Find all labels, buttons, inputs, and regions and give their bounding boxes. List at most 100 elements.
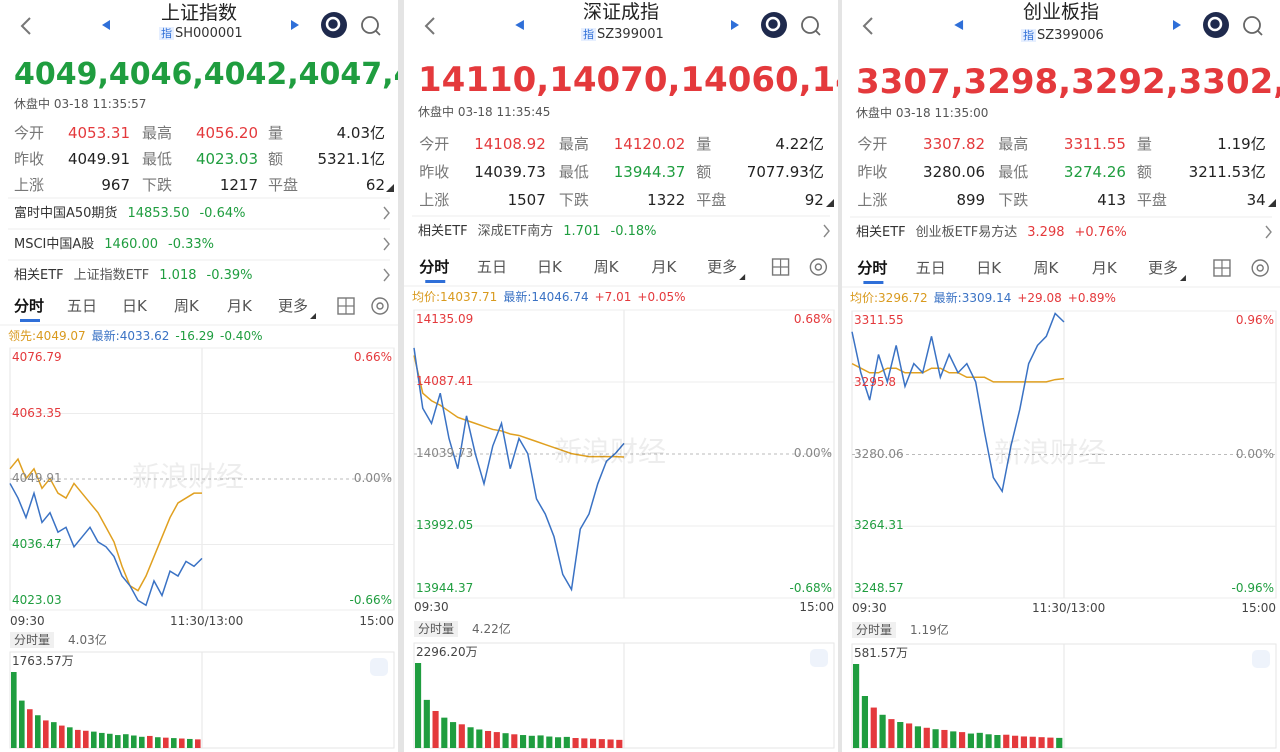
volume-bar — [195, 739, 201, 748]
chart-tab[interactable]: 日K — [537, 258, 562, 276]
settings-icon[interactable] — [1251, 259, 1269, 277]
volume-selector[interactable]: 分时量 — [852, 622, 897, 638]
stat-value: 34 — [1246, 191, 1266, 209]
chart-tab[interactable]: 日K — [976, 259, 1002, 277]
settings-icon[interactable] — [809, 258, 828, 276]
volume-bar — [528, 735, 535, 748]
last-price: 14110,14070,14060,14080,14050,14030,1406… — [418, 60, 838, 100]
chart-tab[interactable]: 周K — [593, 258, 619, 276]
back-button[interactable] — [862, 17, 873, 35]
etf-row[interactable]: 相关ETF 深成ETF南方 1.701 -0.18% — [418, 225, 657, 238]
etf-row[interactable]: 富时中国A50期货 14853.50 -0.64% — [14, 207, 245, 220]
etf-row[interactable]: 相关ETF 创业板ETF易方达 3.298 +0.76% — [856, 226, 1127, 239]
stat-value: 899 — [956, 191, 986, 209]
chart-tab[interactable]: 五日 — [915, 259, 946, 277]
index-code: SH000001 — [175, 26, 243, 41]
volume-bar — [476, 729, 483, 748]
chart-tab[interactable]: 周K — [1033, 259, 1059, 277]
prev-arrow[interactable] — [515, 20, 524, 30]
row-arrow[interactable] — [823, 224, 830, 238]
row-arrow[interactable] — [383, 237, 390, 251]
search-icon[interactable] — [1243, 16, 1261, 34]
next-arrow[interactable] — [1173, 20, 1181, 30]
volume-bar — [607, 739, 614, 748]
legend-last: 最新:14046.74 — [503, 290, 589, 304]
volume-bar — [581, 738, 588, 748]
stat-value: 14039.73 — [474, 163, 546, 181]
etf-row[interactable]: 相关ETF 上证指数ETF 1.018 -0.39% — [14, 269, 253, 282]
chart-tab[interactable]: 月K — [227, 297, 252, 315]
chart-legend: 均价:3296.72 最新:3309.14 +29.08 +0.89% — [850, 292, 1116, 304]
code-badge: 指 — [581, 28, 596, 41]
volume-bar — [853, 664, 860, 748]
tab-underline — [425, 280, 446, 283]
index-title: 上证指数 — [160, 2, 237, 24]
stat-label: 平盘 — [1136, 191, 1167, 209]
chart-tab[interactable]: 更多 — [278, 297, 309, 315]
chart-tab[interactable]: 分时 — [419, 258, 450, 276]
x-tick-label: 09:30 — [852, 601, 887, 615]
etf-row[interactable]: MSCI中国A股 1460.00 -0.33% — [14, 238, 214, 251]
y-tick-label: 14039.73 — [416, 446, 474, 460]
volume-bar — [493, 732, 500, 748]
stat-label: 量 — [1136, 135, 1152, 153]
legend-change: +7.01 — [594, 290, 632, 304]
volume-selector[interactable]: 分时量 — [10, 632, 55, 648]
volume-bar — [467, 727, 474, 748]
chart-tab[interactable]: 月K — [651, 258, 677, 276]
y-tick-label: 4023.03 — [12, 593, 62, 607]
ai-avatar[interactable] — [761, 12, 787, 38]
prev-arrow[interactable] — [954, 20, 964, 30]
row-arrow[interactable] — [1265, 225, 1272, 239]
ai-avatar[interactable] — [321, 12, 347, 38]
volume-total: 1.19亿 — [910, 623, 949, 637]
volume-bar — [520, 735, 527, 748]
settings-icon[interactable] — [371, 297, 389, 315]
row-arrow[interactable] — [383, 268, 390, 282]
chart-tab[interactable]: 日K — [122, 297, 147, 315]
ai-avatar-ring — [325, 16, 341, 32]
next-arrow[interactable] — [731, 20, 739, 30]
search-handle — [815, 30, 821, 36]
ai-avatar[interactable] — [1203, 12, 1229, 38]
volume-selector[interactable]: 分时量 — [414, 621, 459, 637]
row-arrow[interactable] — [383, 206, 390, 220]
expand-corner — [1268, 199, 1276, 207]
chart-tab[interactable]: 周K — [174, 297, 199, 315]
price-line — [413, 347, 625, 592]
price-line — [9, 483, 203, 607]
search-icon[interactable] — [801, 16, 819, 34]
volume-bar — [598, 739, 605, 748]
back-button[interactable] — [424, 17, 435, 35]
volume-bar — [432, 710, 439, 748]
search-icon[interactable] — [361, 16, 379, 34]
expand-button[interactable] — [1252, 650, 1270, 668]
etf-pct: -0.18% — [610, 224, 657, 239]
prev-arrow[interactable] — [102, 20, 110, 30]
volume-bar — [572, 738, 579, 748]
stat-label: 上涨 — [419, 191, 450, 209]
chart-tab[interactable]: 分时 — [857, 259, 888, 277]
etf-pct: -0.64% — [199, 206, 246, 221]
expand-button[interactable] — [370, 658, 388, 676]
stat-value: 967 — [101, 176, 130, 194]
expand-button[interactable] — [810, 649, 828, 667]
stat-label: 量 — [696, 135, 712, 153]
next-arrow[interactable] — [291, 20, 299, 30]
stat-value: 4056.20 — [195, 124, 258, 142]
chart-tab[interactable]: 五日 — [67, 297, 98, 315]
back-button[interactable] — [20, 17, 31, 35]
chart-tab[interactable]: 月K — [1091, 259, 1117, 277]
etf-price: 1460.00 — [104, 237, 159, 252]
volume-bar — [51, 722, 57, 748]
chart-tab[interactable]: 更多 — [1147, 259, 1178, 277]
stat-label: 最高 — [998, 135, 1029, 153]
volume-bar — [458, 724, 465, 748]
stat-value: 3311.55 — [1063, 135, 1126, 153]
chart-tab[interactable]: 更多 — [707, 258, 738, 276]
volume-bar — [923, 727, 930, 748]
search-handle — [1257, 30, 1263, 36]
chart-tab[interactable]: 五日 — [477, 258, 508, 276]
chart-tab[interactable]: 分时 — [14, 297, 45, 315]
